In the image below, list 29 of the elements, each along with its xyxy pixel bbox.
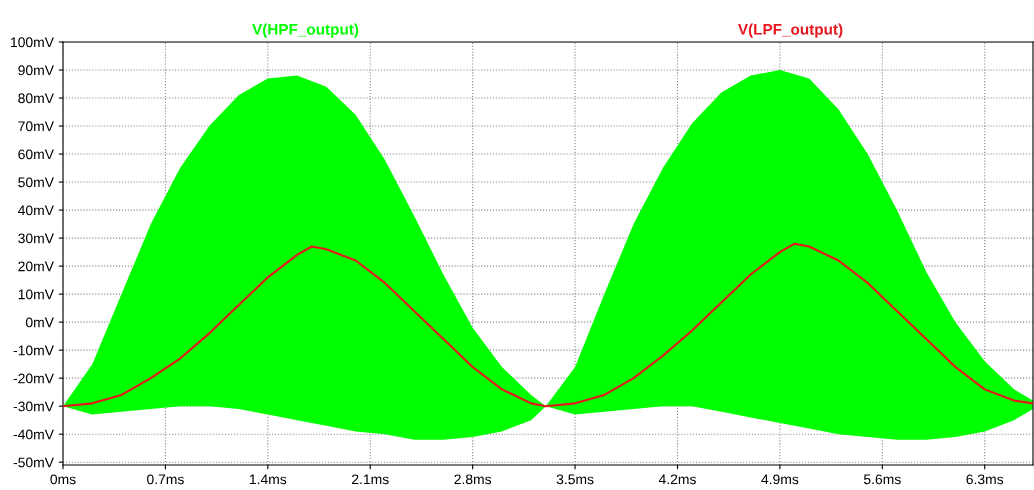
y-tick-label: 30mV [18,233,54,244]
y-tick-label: 100mV [11,37,54,48]
x-tick-label: 5.6ms [863,474,901,485]
y-tick-label: 60mV [18,149,54,160]
x-tick-label: 0ms [50,474,76,485]
y-tick-label: -20mV [13,373,54,384]
x-tick-label: 2.8ms [454,474,492,485]
y-tick-label: -40mV [13,429,54,440]
text: V(LPF_output) [738,23,843,38]
x-tick-label: 1.4ms [249,474,287,485]
y-tick-label: 50mV [18,177,54,188]
line-series [63,242,1033,408]
x-tick-label: 3.5ms [556,474,594,485]
y-tick-label: 0mV [25,317,54,328]
y-tick-label: -30mV [13,401,54,412]
y-tick-label: 70mV [18,121,54,132]
y-tick-label: -10mV [13,345,54,356]
y-tick-label: 20mV [18,261,54,272]
y-tick-label: 80mV [18,93,54,104]
y-tick-label: 90mV [18,65,54,76]
legend-label: V(HPF_output) [252,23,359,38]
x-tick-label: 6.3ms [966,474,1004,485]
y-tick-label: 40mV [18,205,54,216]
y-tick-label: -50mV [13,457,54,468]
y-tick-label: 10mV [18,289,54,300]
x-tick-label: 2.1ms [352,474,389,485]
x-tick-label: 4.9ms [761,474,799,485]
x-tick-label: 0.7ms [147,474,184,485]
x-tick-label: 4.2ms [658,474,696,485]
